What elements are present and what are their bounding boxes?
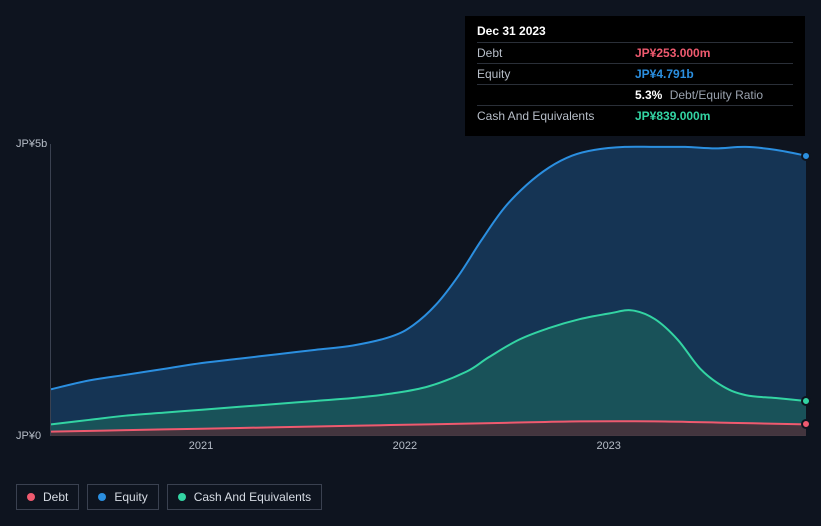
end-marker — [801, 396, 811, 406]
x-axis-label: 2023 — [596, 440, 620, 452]
tooltip-value: JP¥253.000m — [635, 46, 793, 60]
tooltip-key: Cash And Equivalents — [477, 109, 635, 123]
legend-item-debt[interactable]: Debt — [16, 484, 79, 510]
ratio-label: Debt/Equity Ratio — [670, 88, 763, 102]
legend-label: Cash And Equivalents — [194, 490, 311, 504]
y-axis-label: JP¥5b — [16, 138, 48, 150]
x-axis: 2021 2022 2023 — [50, 440, 805, 460]
legend-dot-icon — [178, 493, 186, 501]
tooltip-row-debt: Debt JP¥253.000m — [477, 42, 793, 63]
tooltip-value: JP¥839.000m — [635, 109, 793, 123]
tooltip-panel: Dec 31 2023 Debt JP¥253.000m Equity JP¥4… — [465, 16, 805, 136]
chart: 202120222023 JP¥5bJP¥0 — [16, 124, 805, 444]
plot-area[interactable] — [50, 144, 805, 436]
tooltip-date: Dec 31 2023 — [477, 24, 793, 38]
legend-dot-icon — [27, 493, 35, 501]
legend-label: Equity — [114, 490, 147, 504]
legend-item-cash-and-equivalents[interactable]: Cash And Equivalents — [167, 484, 322, 510]
tooltip-row-equity: Equity JP¥4.791b — [477, 63, 793, 84]
y-axis-label: JP¥0 — [16, 430, 48, 442]
area-chart-svg — [51, 144, 806, 436]
x-axis-label: 2021 — [189, 440, 213, 452]
end-marker — [801, 151, 811, 161]
tooltip-row-ratio: 5.3% Debt/Equity Ratio — [477, 84, 793, 105]
legend-label: Debt — [43, 490, 68, 504]
end-marker — [801, 419, 811, 429]
tooltip-key: Debt — [477, 46, 635, 60]
x-axis-label: 2022 — [393, 440, 417, 452]
tooltip-value: JP¥4.791b — [635, 67, 793, 81]
legend-item-equity[interactable]: Equity — [87, 484, 158, 510]
ratio-pct: 5.3% — [635, 88, 662, 102]
tooltip-row-cash: Cash And Equivalents JP¥839.000m — [477, 105, 793, 126]
legend-dot-icon — [98, 493, 106, 501]
tooltip-key: Equity — [477, 67, 635, 81]
legend: Debt Equity Cash And Equivalents — [16, 484, 322, 510]
